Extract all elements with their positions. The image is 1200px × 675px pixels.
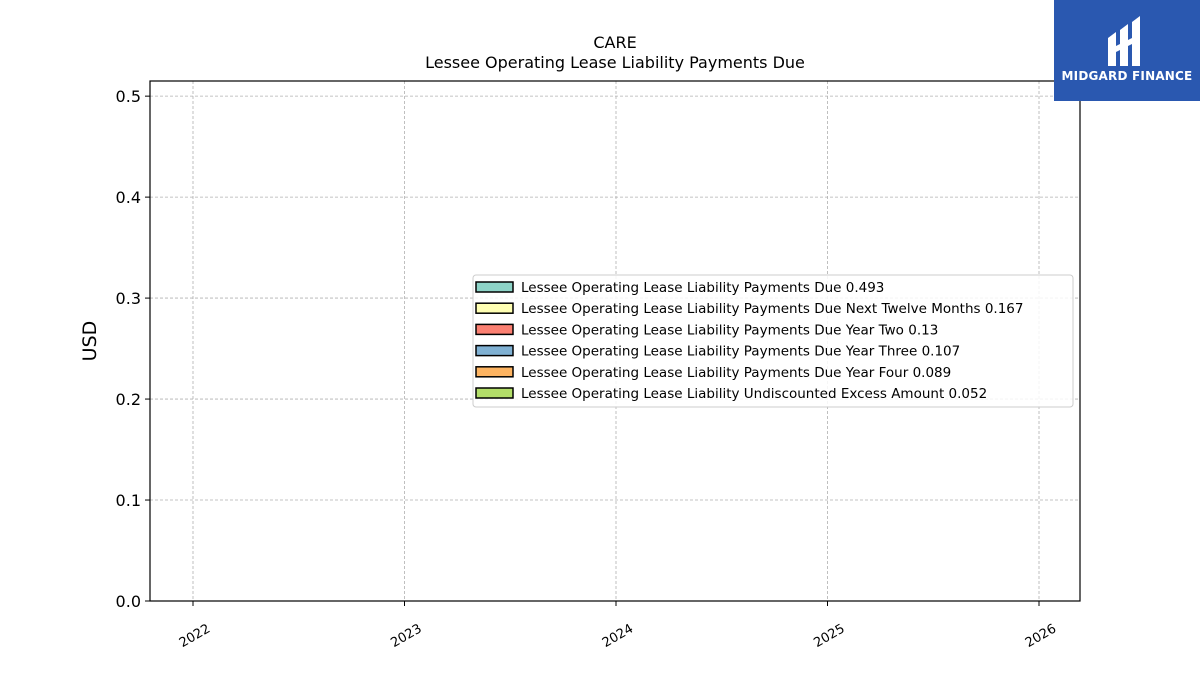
- legend-entry-label: Lessee Operating Lease Liability Payment…: [521, 322, 938, 338]
- legend-box: [472, 274, 1074, 408]
- legend-swatch: [475, 323, 514, 336]
- y-tick-label: 0.4: [116, 188, 141, 207]
- y-tick-label: 0.5: [116, 87, 141, 106]
- legend-entry-label: Lessee Operating Lease Liability Payment…: [521, 280, 884, 296]
- plot-frame: [149, 80, 1081, 602]
- legend-entry-label: Lessee Operating Lease Liability Undisco…: [521, 386, 987, 402]
- legend-entry-label: Lessee Operating Lease Liability Payment…: [521, 344, 960, 360]
- legend-swatch: [475, 344, 514, 357]
- chart-title: CARE: [593, 33, 636, 52]
- x-tick-label: 2024: [600, 621, 636, 651]
- x-tick-label: 2023: [388, 621, 424, 651]
- y-tick-label: 0.1: [116, 491, 141, 510]
- x-tick-label: 2022: [177, 621, 213, 651]
- legend-swatch: [475, 366, 514, 378]
- legend-swatch: [475, 302, 514, 314]
- y-tick-label: 0.2: [116, 390, 141, 409]
- logo-icon: [1108, 16, 1140, 66]
- x-tick-label: 2025: [811, 621, 847, 651]
- logo-text: MIDGARD FINANCE: [1061, 69, 1193, 83]
- x-tick-label: 2026: [1023, 621, 1059, 651]
- legend-entry-label: Lessee Operating Lease Liability Payment…: [521, 301, 1023, 317]
- brand-logo: MIDGARD FINANCE: [1054, 0, 1200, 101]
- chart-subtitle: Lessee Operating Lease Liability Payment…: [425, 53, 805, 72]
- y-tick-label: 0.3: [116, 289, 141, 308]
- y-tick-label: 0.0: [116, 592, 141, 611]
- y-axis-label: USD: [79, 321, 101, 362]
- legend-swatch: [475, 387, 514, 399]
- legend-entry-label: Lessee Operating Lease Liability Payment…: [521, 365, 951, 381]
- legend-swatch: [475, 281, 514, 293]
